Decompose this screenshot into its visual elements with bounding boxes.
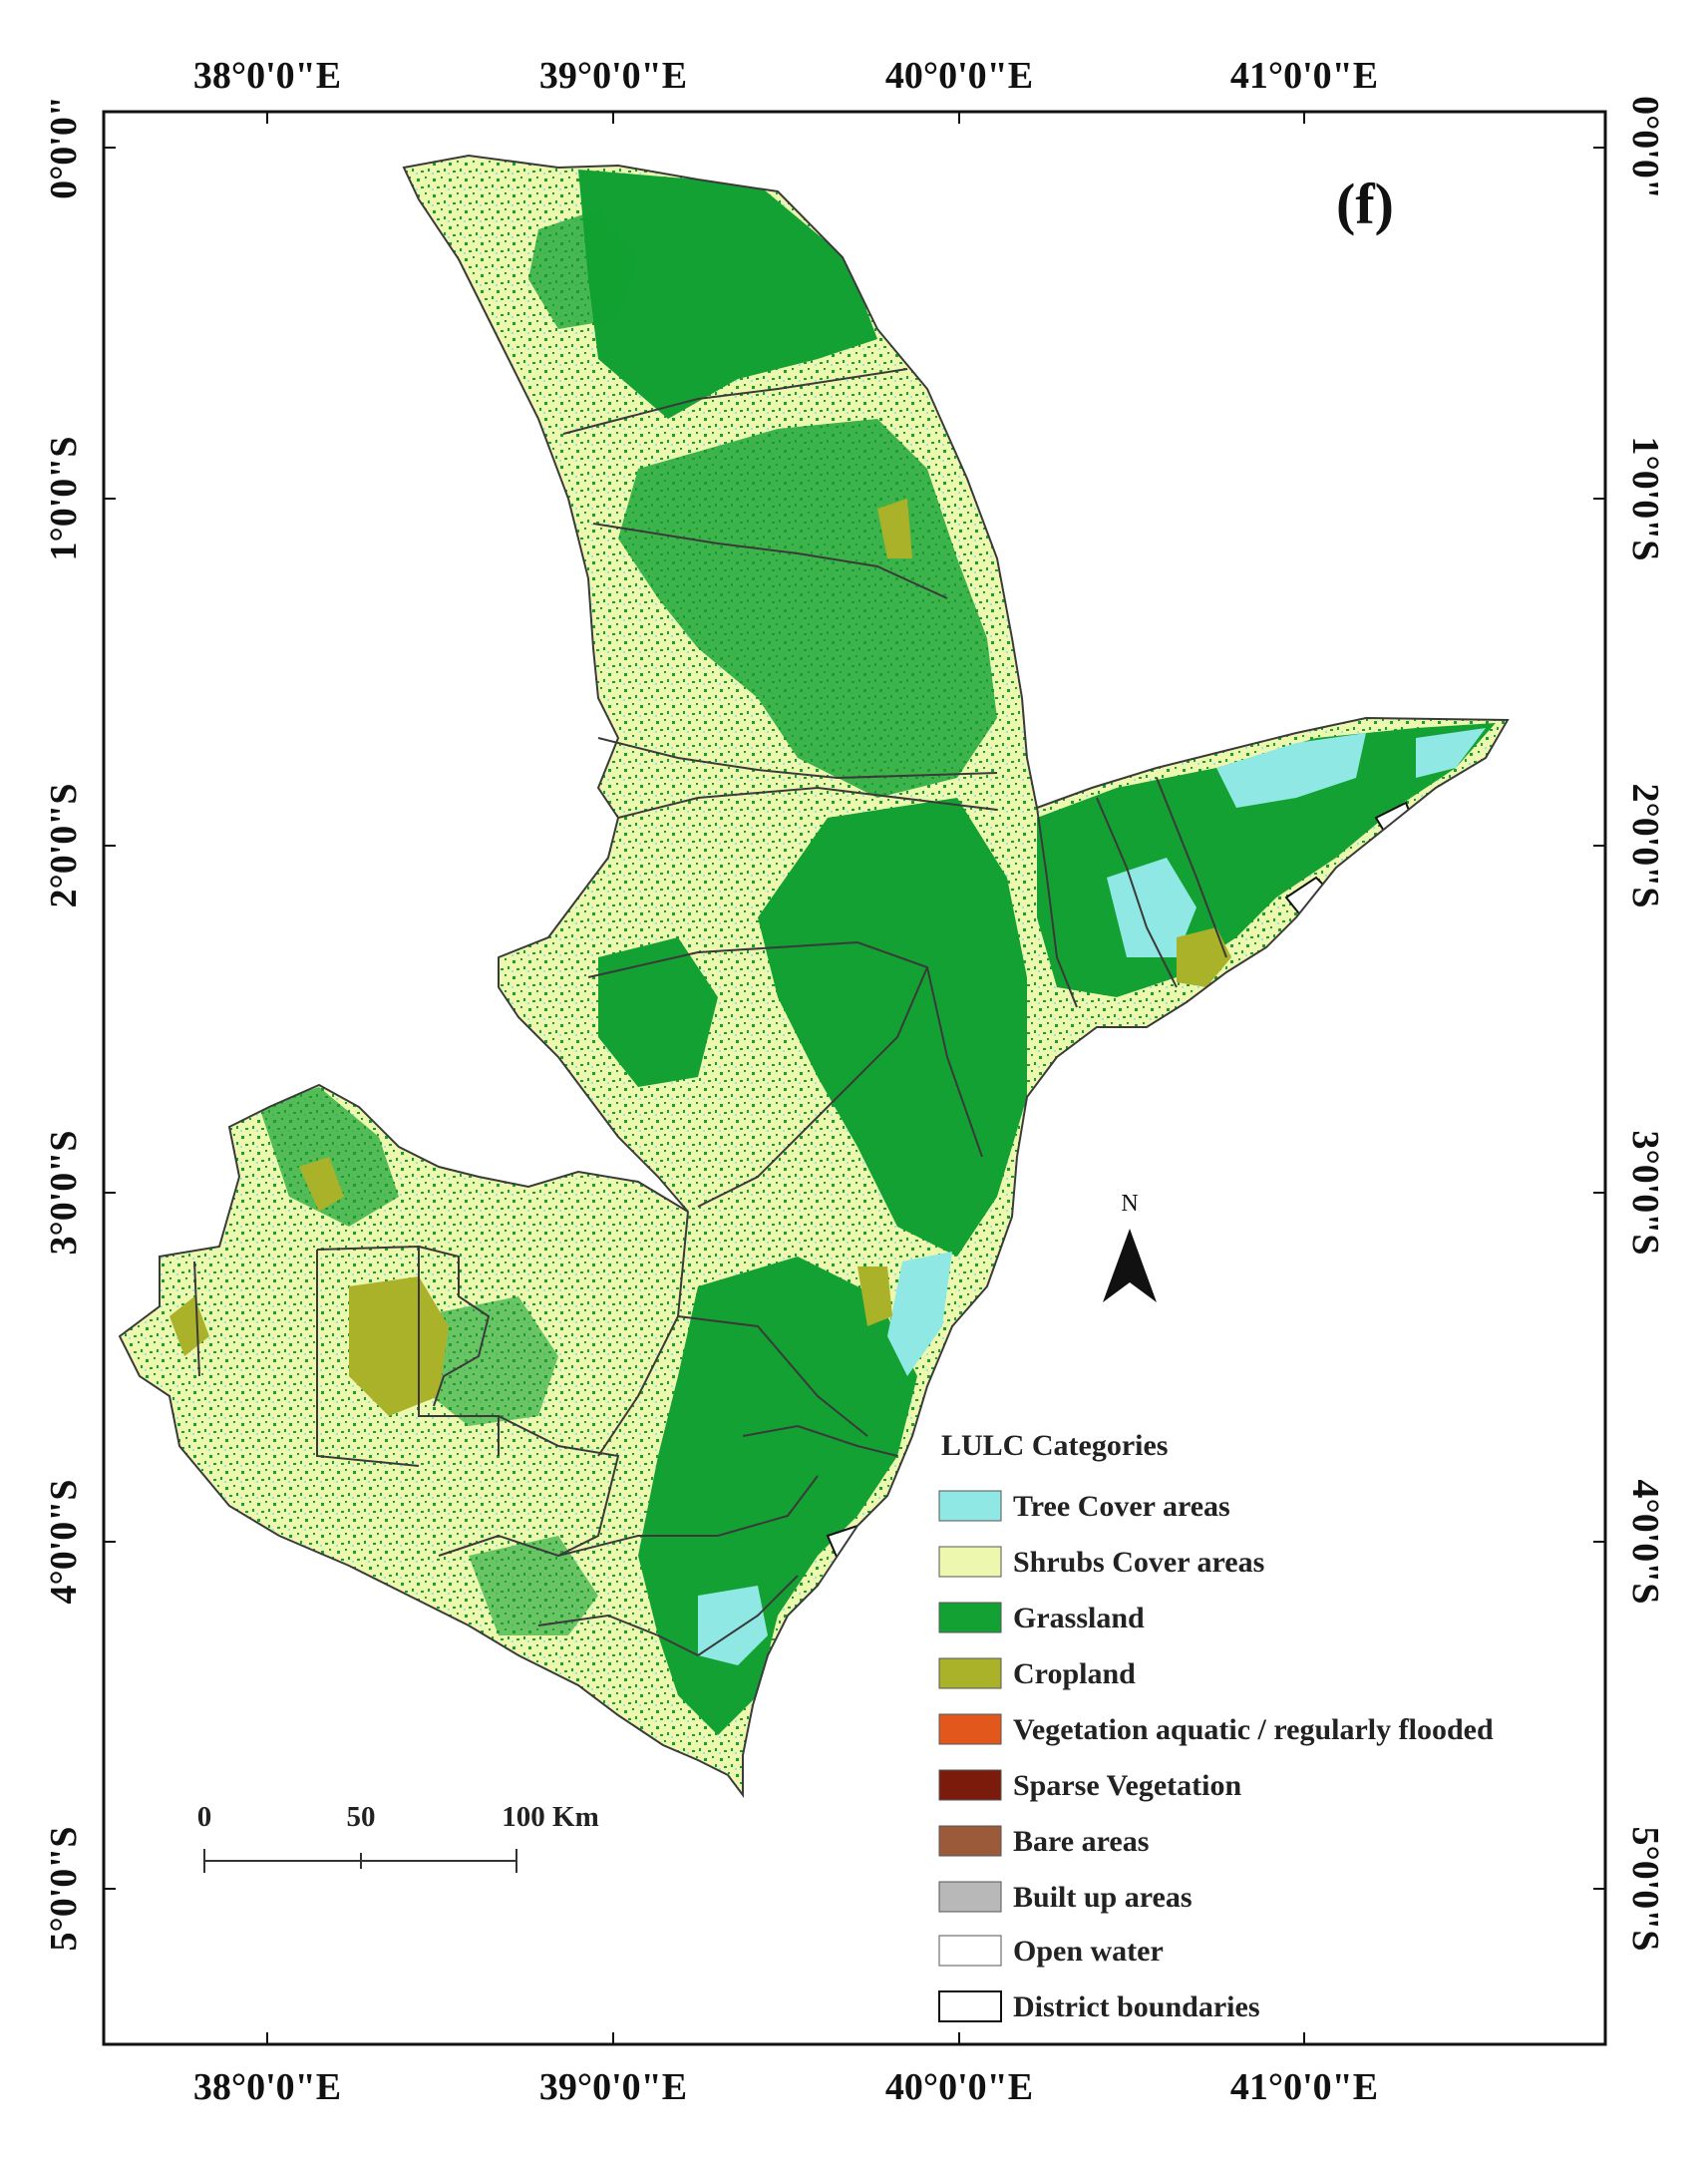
latitude-label: 0°0'0" xyxy=(1624,96,1666,199)
legend-swatch xyxy=(938,1657,1002,1689)
latitude-label: 3°0'0"S xyxy=(43,1131,85,1256)
scale-bar: 0 50 100 Km xyxy=(197,1801,599,1873)
longitude-label: 41°0'0"E xyxy=(1230,2066,1378,2108)
legend-item: Open water xyxy=(938,1935,1164,1968)
latitude-label: 0°0'0" xyxy=(43,96,85,199)
longitude-label: 39°0'0"E xyxy=(539,55,687,97)
legend-item: Sparse Vegetation xyxy=(938,1769,1241,1802)
longitude-label: 38°0'0"E xyxy=(193,55,341,97)
latitude-labels-left: 0°0'0" 1°0'0"S 2°0'0"S 3°0'0"S 4°0'0"S 5… xyxy=(43,96,85,1951)
legend-item: Shrubs Cover areas xyxy=(938,1546,1264,1579)
frame-ticks xyxy=(104,112,1605,2044)
legend-label: Built up areas xyxy=(1013,1881,1193,1914)
latitude-label: 4°0'0"S xyxy=(43,1480,85,1605)
legend-item: Built up areas xyxy=(938,1881,1193,1914)
legend-item: Bare areas xyxy=(938,1825,1149,1858)
legend-swatch xyxy=(938,1546,1002,1578)
scale-label: 50 xyxy=(347,1801,376,1833)
legend-item: Grassland xyxy=(938,1602,1145,1634)
longitude-label: 41°0'0"E xyxy=(1230,55,1378,97)
latitude-label: 2°0'0"S xyxy=(1624,784,1666,908)
legend-swatch xyxy=(938,1713,1002,1745)
latitude-label: 5°0'0"S xyxy=(1624,1827,1666,1952)
legend-label: District boundaries xyxy=(1013,1990,1260,2023)
district-boundaries xyxy=(193,368,1227,1656)
north-label: N xyxy=(1121,1191,1138,1217)
legend-title: LULC Categories xyxy=(941,1429,1168,1462)
cropland-patches xyxy=(170,499,1231,1416)
legend-item: District boundaries xyxy=(938,1990,1260,2023)
latitude-label: 1°0'0"S xyxy=(43,437,85,561)
longitude-label: 40°0'0"E xyxy=(885,2066,1033,2108)
latitude-label: 3°0'0"S xyxy=(1624,1131,1666,1256)
legend-item: Cropland xyxy=(938,1657,1136,1690)
legend-label: Bare areas xyxy=(1013,1825,1149,1858)
legend-swatch xyxy=(938,1602,1002,1633)
legend-item: Vegetation aquatic / regularly flooded xyxy=(938,1713,1494,1746)
scale-label: 0 xyxy=(197,1801,212,1833)
north-arrow: N xyxy=(1103,1191,1157,1302)
grassland-patches xyxy=(259,170,1496,1735)
longitude-label: 39°0'0"E xyxy=(539,2066,687,2108)
latitude-label: 1°0'0"S xyxy=(1624,437,1666,561)
legend-label: Vegetation aquatic / regularly flooded xyxy=(1013,1713,1494,1746)
legend-item: Tree Cover areas xyxy=(938,1490,1230,1523)
legend-label: Open water xyxy=(1013,1935,1164,1968)
scale-label: 100 Km xyxy=(502,1801,598,1833)
legend: LULC Categories Tree Cover areas Shrubs … xyxy=(938,1429,1494,2023)
legend-swatch xyxy=(938,1769,1002,1801)
legend-label: Sparse Vegetation xyxy=(1013,1769,1241,1802)
panel-label: (f) xyxy=(1336,172,1394,236)
legend-label: Shrubs Cover areas xyxy=(1013,1546,1264,1579)
legend-swatch xyxy=(938,1935,1002,1967)
longitude-labels-bottom: 38°0'0"E 39°0'0"E 40°0'0"E 41°0'0"E xyxy=(193,2066,1378,2108)
legend-swatch xyxy=(938,1825,1002,1857)
latitude-label: 5°0'0"S xyxy=(43,1827,85,1952)
longitude-label: 38°0'0"E xyxy=(193,2066,341,2108)
legend-swatch xyxy=(938,1990,1002,2022)
longitude-label: 40°0'0"E xyxy=(885,55,1033,97)
latitude-label: 2°0'0"S xyxy=(43,784,85,908)
longitude-labels-top: 38°0'0"E 39°0'0"E 40°0'0"E 41°0'0"E xyxy=(193,55,1378,97)
latitude-label: 4°0'0"S xyxy=(1624,1480,1666,1605)
legend-swatch xyxy=(938,1881,1002,1913)
legend-label: Grassland xyxy=(1013,1602,1145,1634)
north-arrow-icon xyxy=(1103,1229,1157,1302)
latitude-labels-right: 0°0'0" 1°0'0"S 2°0'0"S 3°0'0"S 4°0'0"S 5… xyxy=(1624,96,1666,1951)
legend-label: Cropland xyxy=(1013,1657,1136,1690)
legend-swatch xyxy=(938,1490,1002,1522)
legend-label: Tree Cover areas xyxy=(1013,1490,1230,1523)
tree-cover-patches xyxy=(698,728,1486,1665)
region-outline xyxy=(118,154,1510,1798)
